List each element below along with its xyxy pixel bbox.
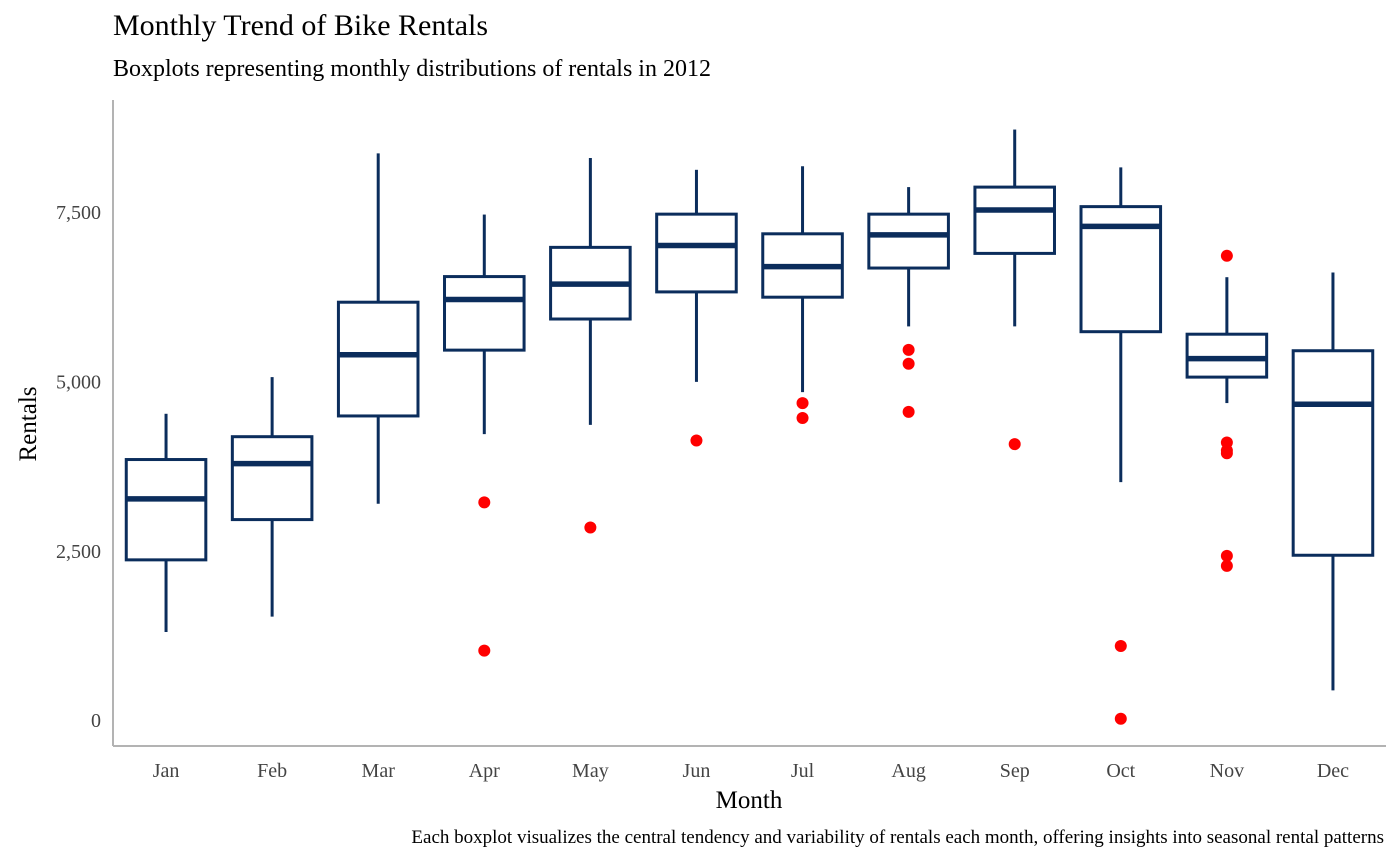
y-tick-label: 0 xyxy=(91,710,101,732)
chart-title: Monthly Trend of Bike Rentals xyxy=(113,9,489,42)
box-feb xyxy=(230,377,314,617)
iqr-box xyxy=(1291,349,1375,557)
iqr-box xyxy=(973,185,1056,255)
box-may xyxy=(549,158,632,534)
y-tick-labels: 0 2,500 5,000 7,500 xyxy=(56,202,101,732)
y-tick-label: 2,500 xyxy=(56,541,101,563)
x-axis: Jan Feb Mar Apr May Jun Jul Aug Sep Oct Nov Dec Mon… xyxy=(113,745,1386,814)
outlier-point xyxy=(1220,447,1233,460)
y-tick-label: 5,000 xyxy=(56,371,101,393)
chart-caption: Each boxplot visualizes the central tend… xyxy=(411,827,1384,848)
x-tick-label-apr: Apr xyxy=(469,760,500,782)
iqr-box xyxy=(336,300,420,418)
box-oct xyxy=(1079,167,1163,725)
x-tick-label-aug: Aug xyxy=(891,760,925,782)
outlier-point xyxy=(1008,438,1021,451)
outlier-point xyxy=(796,411,809,424)
iqr-box xyxy=(655,212,738,294)
outlier-point xyxy=(796,397,809,410)
iqr-box xyxy=(443,275,526,352)
outlier-point xyxy=(1220,249,1233,262)
y-axis: 0 2,500 5,000 7,500 Rentals xyxy=(15,100,114,746)
iqr-box xyxy=(867,212,950,270)
x-tick-labels: Jan Feb Mar Apr May Jun Jul Aug Sep Oct Nov Dec xyxy=(153,760,1349,782)
outlier-point xyxy=(478,496,491,509)
x-tick-label-oct: Oct xyxy=(1106,760,1135,782)
box-apr xyxy=(443,214,526,657)
outlier-point xyxy=(902,357,915,370)
outlier-point xyxy=(1220,549,1233,562)
box-series xyxy=(124,129,1375,725)
chart-subtitle: Boxplots representing monthly distributi… xyxy=(113,56,711,82)
y-tick-label: 7,500 xyxy=(56,202,101,224)
box-mar xyxy=(336,153,420,504)
outlier-point xyxy=(902,343,915,356)
x-tick-label-jan: Jan xyxy=(153,760,180,782)
x-tick-label-mar: Mar xyxy=(362,760,396,782)
box-dec xyxy=(1291,272,1375,691)
x-tick-label-sep: Sep xyxy=(1000,760,1030,782)
outlier-point xyxy=(478,644,491,657)
box-sep xyxy=(973,129,1056,451)
x-tick-label-feb: Feb xyxy=(257,760,287,782)
x-tick-label-nov: Nov xyxy=(1210,760,1244,782)
x-axis-title: Month xyxy=(716,787,783,814)
box-jul xyxy=(761,166,844,424)
x-tick-label-jul: Jul xyxy=(791,760,815,782)
x-tick-label-may: May xyxy=(572,760,609,782)
outlier-point xyxy=(690,434,703,447)
iqr-box xyxy=(230,435,314,522)
box-jan xyxy=(124,413,208,633)
box-jun xyxy=(655,169,738,447)
outlier-point xyxy=(1114,639,1127,652)
outlier-point xyxy=(1114,712,1127,725)
x-tick-label-dec: Dec xyxy=(1317,760,1349,782)
iqr-box xyxy=(1185,332,1269,379)
outlier-point xyxy=(1220,559,1233,572)
box-nov xyxy=(1185,249,1269,572)
box-aug xyxy=(867,187,950,418)
outlier-point xyxy=(584,521,597,534)
y-axis-title: Rentals xyxy=(15,387,42,462)
iqr-box xyxy=(124,458,208,562)
outlier-point xyxy=(902,405,915,418)
x-tick-label-jun: Jun xyxy=(683,760,711,782)
